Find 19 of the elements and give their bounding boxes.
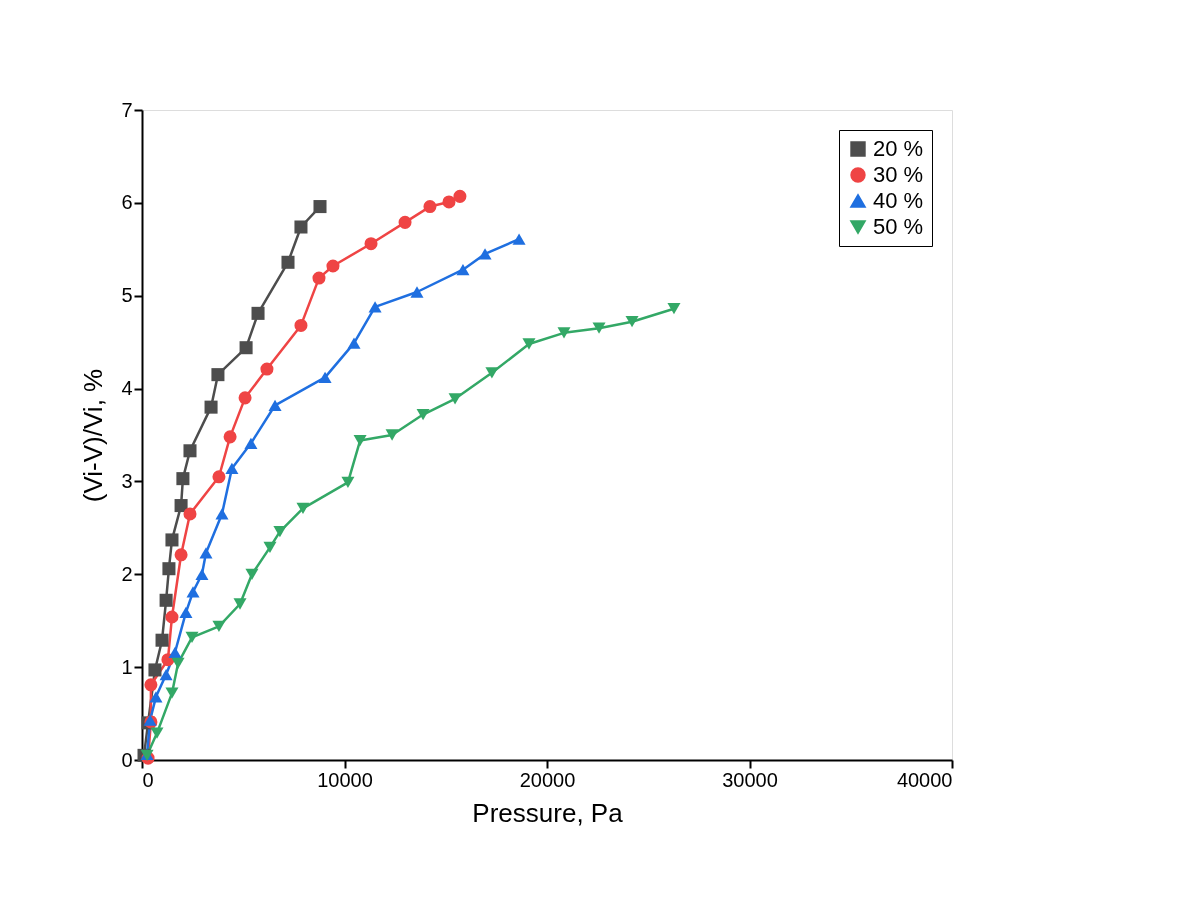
x-tick-label: 20000 [519,768,576,791]
x-axis-title: Pressure, Pa [472,797,624,828]
y-axis-title: (Vi-V)/Vi, % [78,368,109,503]
y-tick-label: 7 [121,98,133,121]
y-tick-label: 6 [121,191,133,214]
legend-label: 20 % [873,136,924,161]
x-tick-label: 30000 [722,768,778,791]
y-tick-label: 2 [121,562,133,585]
x-tick-label: 10000 [317,768,373,791]
legend-label: 50 % [873,214,924,239]
y-tick-label: 3 [121,469,133,492]
y-tick-label: 1 [121,655,133,678]
x-tick-label: 40000 [896,768,953,791]
x-tick-label: 0 [142,768,154,791]
y-tick-label: 4 [121,377,133,400]
y-tick-label: 0 [121,748,133,771]
y-tick-label: 5 [121,284,133,307]
legend-label: 40 % [873,188,924,213]
legend-label: 30 % [873,162,924,187]
